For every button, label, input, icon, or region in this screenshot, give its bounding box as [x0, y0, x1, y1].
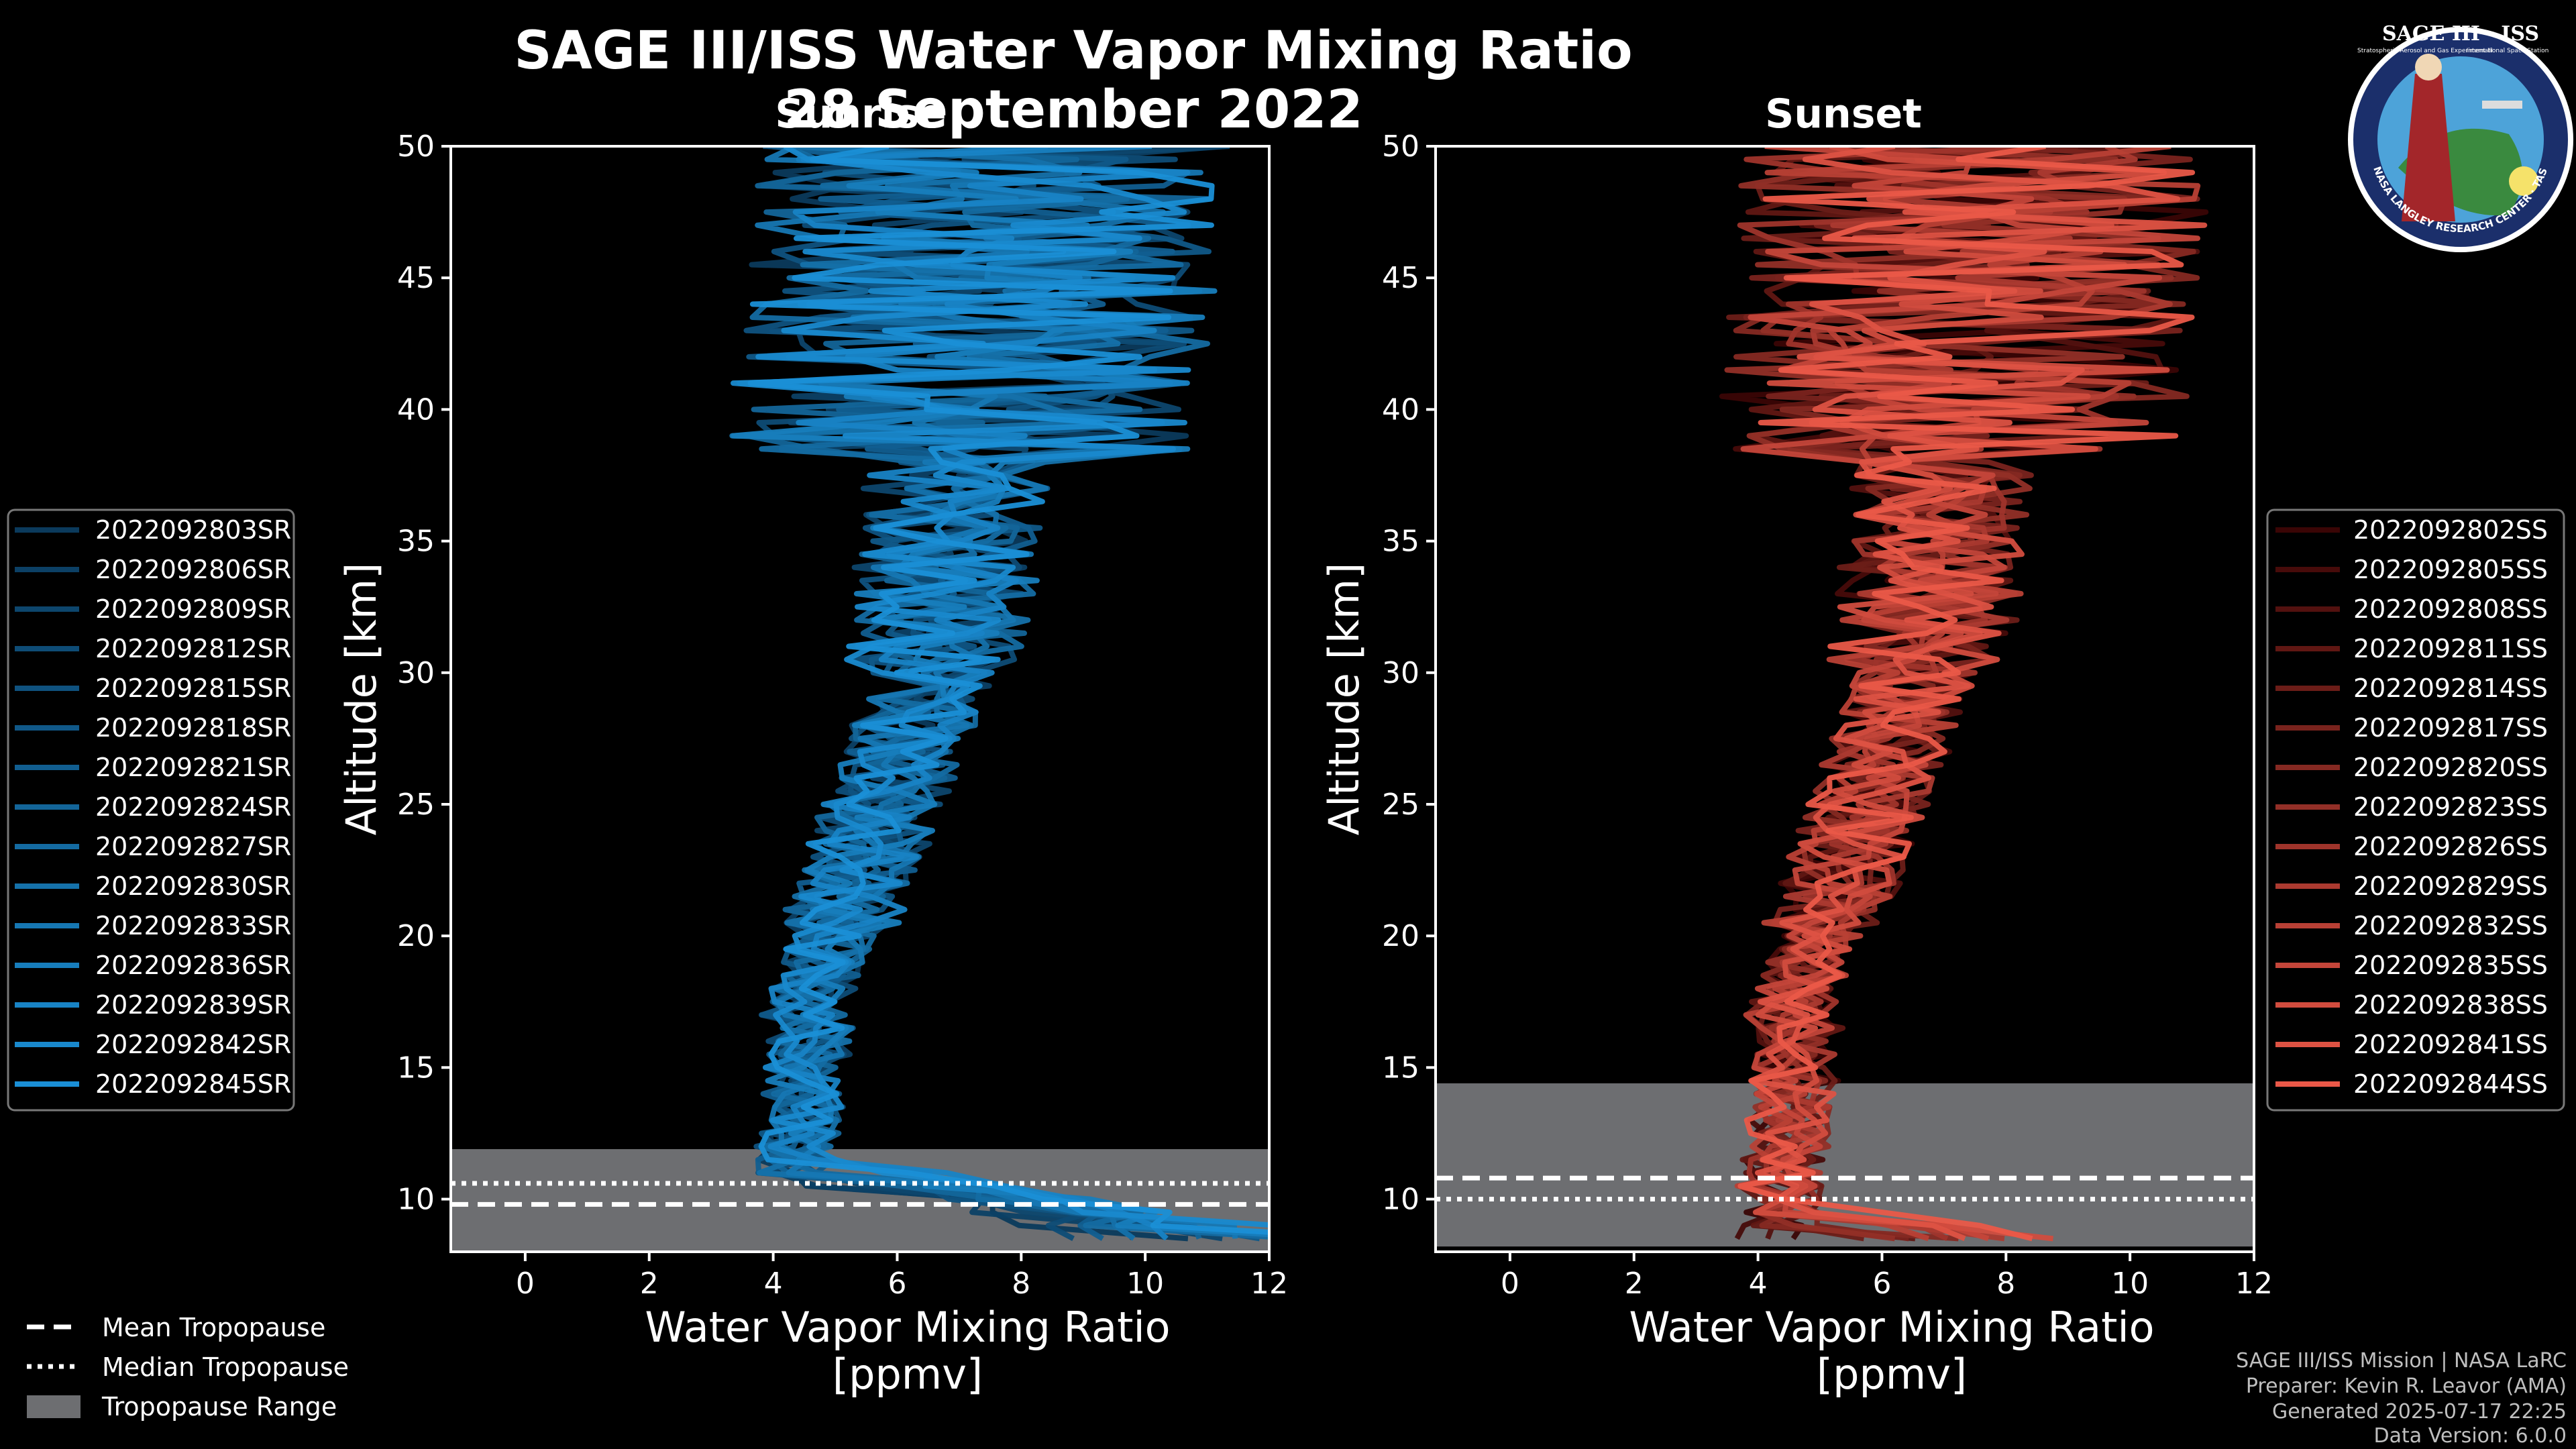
legend-label-2022092842SR: 2022092842SR — [95, 1030, 291, 1059]
x-tick-label: 0 — [1501, 1267, 1519, 1301]
y-tick-label: 50 — [397, 129, 435, 164]
legend-label-2022092823SS: 2022092823SS — [2353, 792, 2548, 822]
legend-label-2022092841SS: 2022092841SS — [2353, 1030, 2548, 1059]
x-tick-label: 4 — [764, 1267, 783, 1301]
legend-label-2022092844SS: 2022092844SS — [2353, 1069, 2548, 1099]
y-tick-label: 15 — [397, 1051, 435, 1085]
x-tick-label: 8 — [1012, 1267, 1030, 1301]
legend-label-2022092826SS: 2022092826SS — [2353, 832, 2548, 861]
y-tick-label: 40 — [1382, 392, 1419, 427]
tropopause-range-swatch — [27, 1395, 80, 1418]
tropopause-legend: Mean Tropopause Median Tropopause Tropop… — [27, 1313, 349, 1421]
legend-label-2022092824SR: 2022092824SR — [95, 792, 291, 822]
logo-title: SAGE III · ISS — [2382, 22, 2539, 46]
y-tick-label: 25 — [397, 788, 435, 822]
sunset-plot: 0 2 4 6 8 10 12 10 15 20 25 30 35 40 45 50 Altitude [km… — [1320, 129, 2273, 1399]
x-tick-label: 0 — [516, 1267, 535, 1301]
credit-preparer: Preparer: Kevin R. Leavor (AMA) — [2246, 1375, 2567, 1398]
y-tick-label: 25 — [1382, 788, 1419, 822]
legend-label-2022092832SS: 2022092832SS — [2353, 911, 2548, 941]
x-tick-label: 2 — [1625, 1267, 1644, 1301]
logo-figure-head — [2415, 54, 2442, 80]
legend-label-2022092818SR: 2022092818SR — [95, 713, 291, 743]
legend-label-2022092827SR: 2022092827SR — [95, 832, 291, 861]
x-tick-label: 6 — [1872, 1267, 1891, 1301]
y-tick-label: 35 — [397, 525, 435, 559]
logo-subtitle-right: International Space Station — [2467, 48, 2549, 54]
sunrise-legend: 2022092803SR 2022092806SR 2022092809SR 2022… — [8, 510, 294, 1110]
tropopause-range-label: Tropopause Range — [101, 1392, 337, 1421]
y-tick-label: 30 — [1382, 656, 1419, 690]
y-tick-label: 20 — [1382, 919, 1419, 953]
chart-title: SAGE III/ISS Water Vapor Mixing Ratio — [514, 21, 1632, 81]
legend-label-2022092803SR: 2022092803SR — [95, 515, 291, 545]
legend-label-2022092802SS: 2022092802SS — [2353, 515, 2548, 545]
x-tick-label: 10 — [1126, 1267, 1164, 1301]
legend-label-2022092838SS: 2022092838SS — [2353, 990, 2548, 1020]
sunrise-xlabel-line2: [ppmv] — [833, 1350, 983, 1399]
legend-label-2022092806SR: 2022092806SR — [95, 555, 291, 584]
y-tick-label: 10 — [1382, 1183, 1419, 1217]
right-subtitle: Sunset — [1765, 91, 1922, 138]
credit-mission: SAGE III/ISS Mission | NASA LaRC — [2236, 1349, 2567, 1373]
median-tropopause-label: Median Tropopause — [102, 1352, 349, 1382]
sunset-xlabel-line2: [ppmv] — [1817, 1350, 1967, 1399]
legend-label-2022092808SS: 2022092808SS — [2353, 594, 2548, 624]
x-tick-label: 4 — [1749, 1267, 1768, 1301]
y-tick-label: 20 — [397, 919, 435, 953]
x-tick-label: 12 — [2235, 1267, 2273, 1301]
x-tick-label: 2 — [640, 1267, 659, 1301]
legend-label-2022092814SS: 2022092814SS — [2353, 674, 2548, 703]
legend-label-2022092820SS: 2022092820SS — [2353, 753, 2548, 782]
sunrise-xlabel-line1: Water Vapor Mixing Ratio — [645, 1303, 1170, 1352]
legend-label-2022092845SR: 2022092845SR — [95, 1069, 291, 1099]
y-tick-label: 50 — [1382, 129, 1419, 164]
y-tick-label: 10 — [397, 1183, 435, 1217]
legend-label-2022092809SR: 2022092809SR — [95, 594, 291, 624]
legend-label-2022092815SR: 2022092815SR — [95, 674, 291, 703]
sunset-ylabel: Altitude [km] — [1320, 563, 1368, 836]
y-tick-label: 45 — [397, 261, 435, 295]
y-tick-label: 35 — [1382, 525, 1419, 559]
y-tick-label: 30 — [397, 656, 435, 690]
y-tick-label: 40 — [397, 392, 435, 427]
legend-label-2022092833SR: 2022092833SR — [95, 911, 291, 941]
x-tick-label: 10 — [2111, 1267, 2149, 1301]
x-tick-label: 8 — [1996, 1267, 2015, 1301]
legend-label-2022092829SS: 2022092829SS — [2353, 871, 2548, 901]
x-tick-label: 12 — [1250, 1267, 1288, 1301]
legend-label-2022092811SS: 2022092811SS — [2353, 634, 2548, 663]
legend-label-2022092836SR: 2022092836SR — [95, 951, 291, 980]
legend-label-2022092839SR: 2022092839SR — [95, 990, 291, 1020]
left-subtitle: Sunrise — [775, 91, 946, 138]
legend-label-2022092821SR: 2022092821SR — [95, 753, 291, 782]
sunrise-plot: 0 2 4 6 8 10 12 10 15 20 25 30 35 40 45 50 Altitude [km… — [337, 129, 1382, 1399]
mean-tropopause-label: Mean Tropopause — [102, 1313, 325, 1342]
y-tick-label: 45 — [1382, 261, 1419, 295]
chart-canvas: SAGE III/ISS Water Vapor Mixing Ratio 2 8… — [0, 0, 2576, 1449]
sunset-xlabel-line1: Water Vapor Mixing Ratio — [1629, 1303, 2154, 1352]
logo-station — [2482, 101, 2522, 109]
sunset-legend: 2022092802SS 2022092805SS 2022092808SS 2022… — [2267, 510, 2564, 1110]
credit-version: Data Version: 6.0.0 — [2374, 1424, 2567, 1448]
legend-label-2022092817SS: 2022092817SS — [2353, 713, 2548, 743]
legend-label-2022092835SS: 2022092835SS — [2353, 951, 2548, 980]
legend-label-2022092830SR: 2022092830SR — [95, 871, 291, 901]
x-tick-label: 6 — [888, 1267, 906, 1301]
legend-label-2022092805SS: 2022092805SS — [2353, 555, 2548, 584]
sunrise-ylabel: Altitude [km] — [337, 563, 386, 836]
credit-generated: Generated 2025-07-17 22:25 — [2272, 1400, 2567, 1424]
y-tick-label: 15 — [1382, 1051, 1419, 1085]
legend-label-2022092812SR: 2022092812SR — [95, 634, 291, 663]
